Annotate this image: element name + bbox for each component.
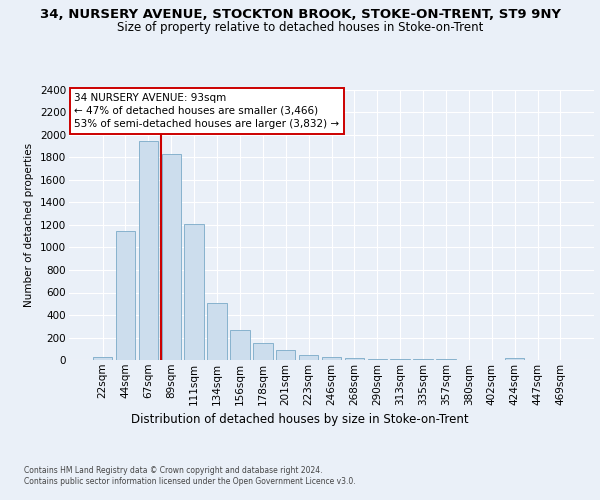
Text: 34 NURSERY AVENUE: 93sqm
← 47% of detached houses are smaller (3,466)
53% of sem: 34 NURSERY AVENUE: 93sqm ← 47% of detach… (74, 92, 340, 129)
Text: Distribution of detached houses by size in Stoke-on-Trent: Distribution of detached houses by size … (131, 412, 469, 426)
Bar (253, 343, 272, 360)
Bar (299, 355, 319, 360)
Text: Contains public sector information licensed under the Open Government Licence v3: Contains public sector information licen… (24, 478, 356, 486)
Bar (505, 358, 524, 360)
Bar (391, 359, 410, 360)
Bar (139, 140, 158, 360)
Text: 34, NURSERY AVENUE, STOCKTON BROOK, STOKE-ON-TRENT, ST9 9NY: 34, NURSERY AVENUE, STOCKTON BROOK, STOK… (40, 8, 560, 20)
Bar (184, 224, 204, 360)
Bar (116, 230, 135, 360)
Bar (276, 350, 295, 360)
Bar (230, 330, 250, 360)
Y-axis label: Number of detached properties: Number of detached properties (25, 143, 34, 307)
Text: Contains HM Land Registry data © Crown copyright and database right 2024.: Contains HM Land Registry data © Crown c… (24, 466, 323, 475)
Bar (208, 302, 227, 360)
Bar (161, 154, 181, 360)
Bar (93, 356, 112, 360)
Text: Size of property relative to detached houses in Stoke-on-Trent: Size of property relative to detached ho… (117, 21, 483, 34)
Bar (322, 357, 341, 360)
Bar (368, 359, 387, 360)
Bar (344, 358, 364, 360)
